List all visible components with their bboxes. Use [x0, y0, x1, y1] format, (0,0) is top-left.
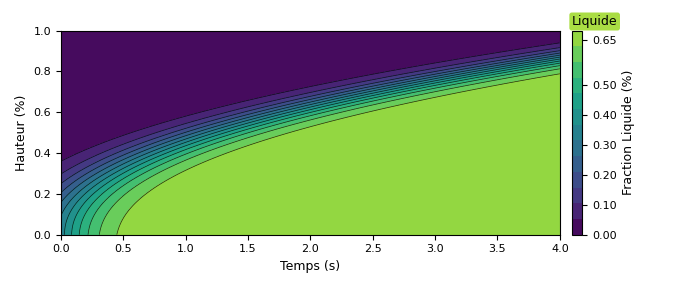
X-axis label: Temps (s): Temps (s): [280, 260, 341, 273]
Text: Liquide: Liquide: [572, 15, 617, 28]
Y-axis label: Hauteur (%): Hauteur (%): [15, 94, 28, 171]
Y-axis label: Fraction Liquide (%): Fraction Liquide (%): [622, 70, 635, 195]
